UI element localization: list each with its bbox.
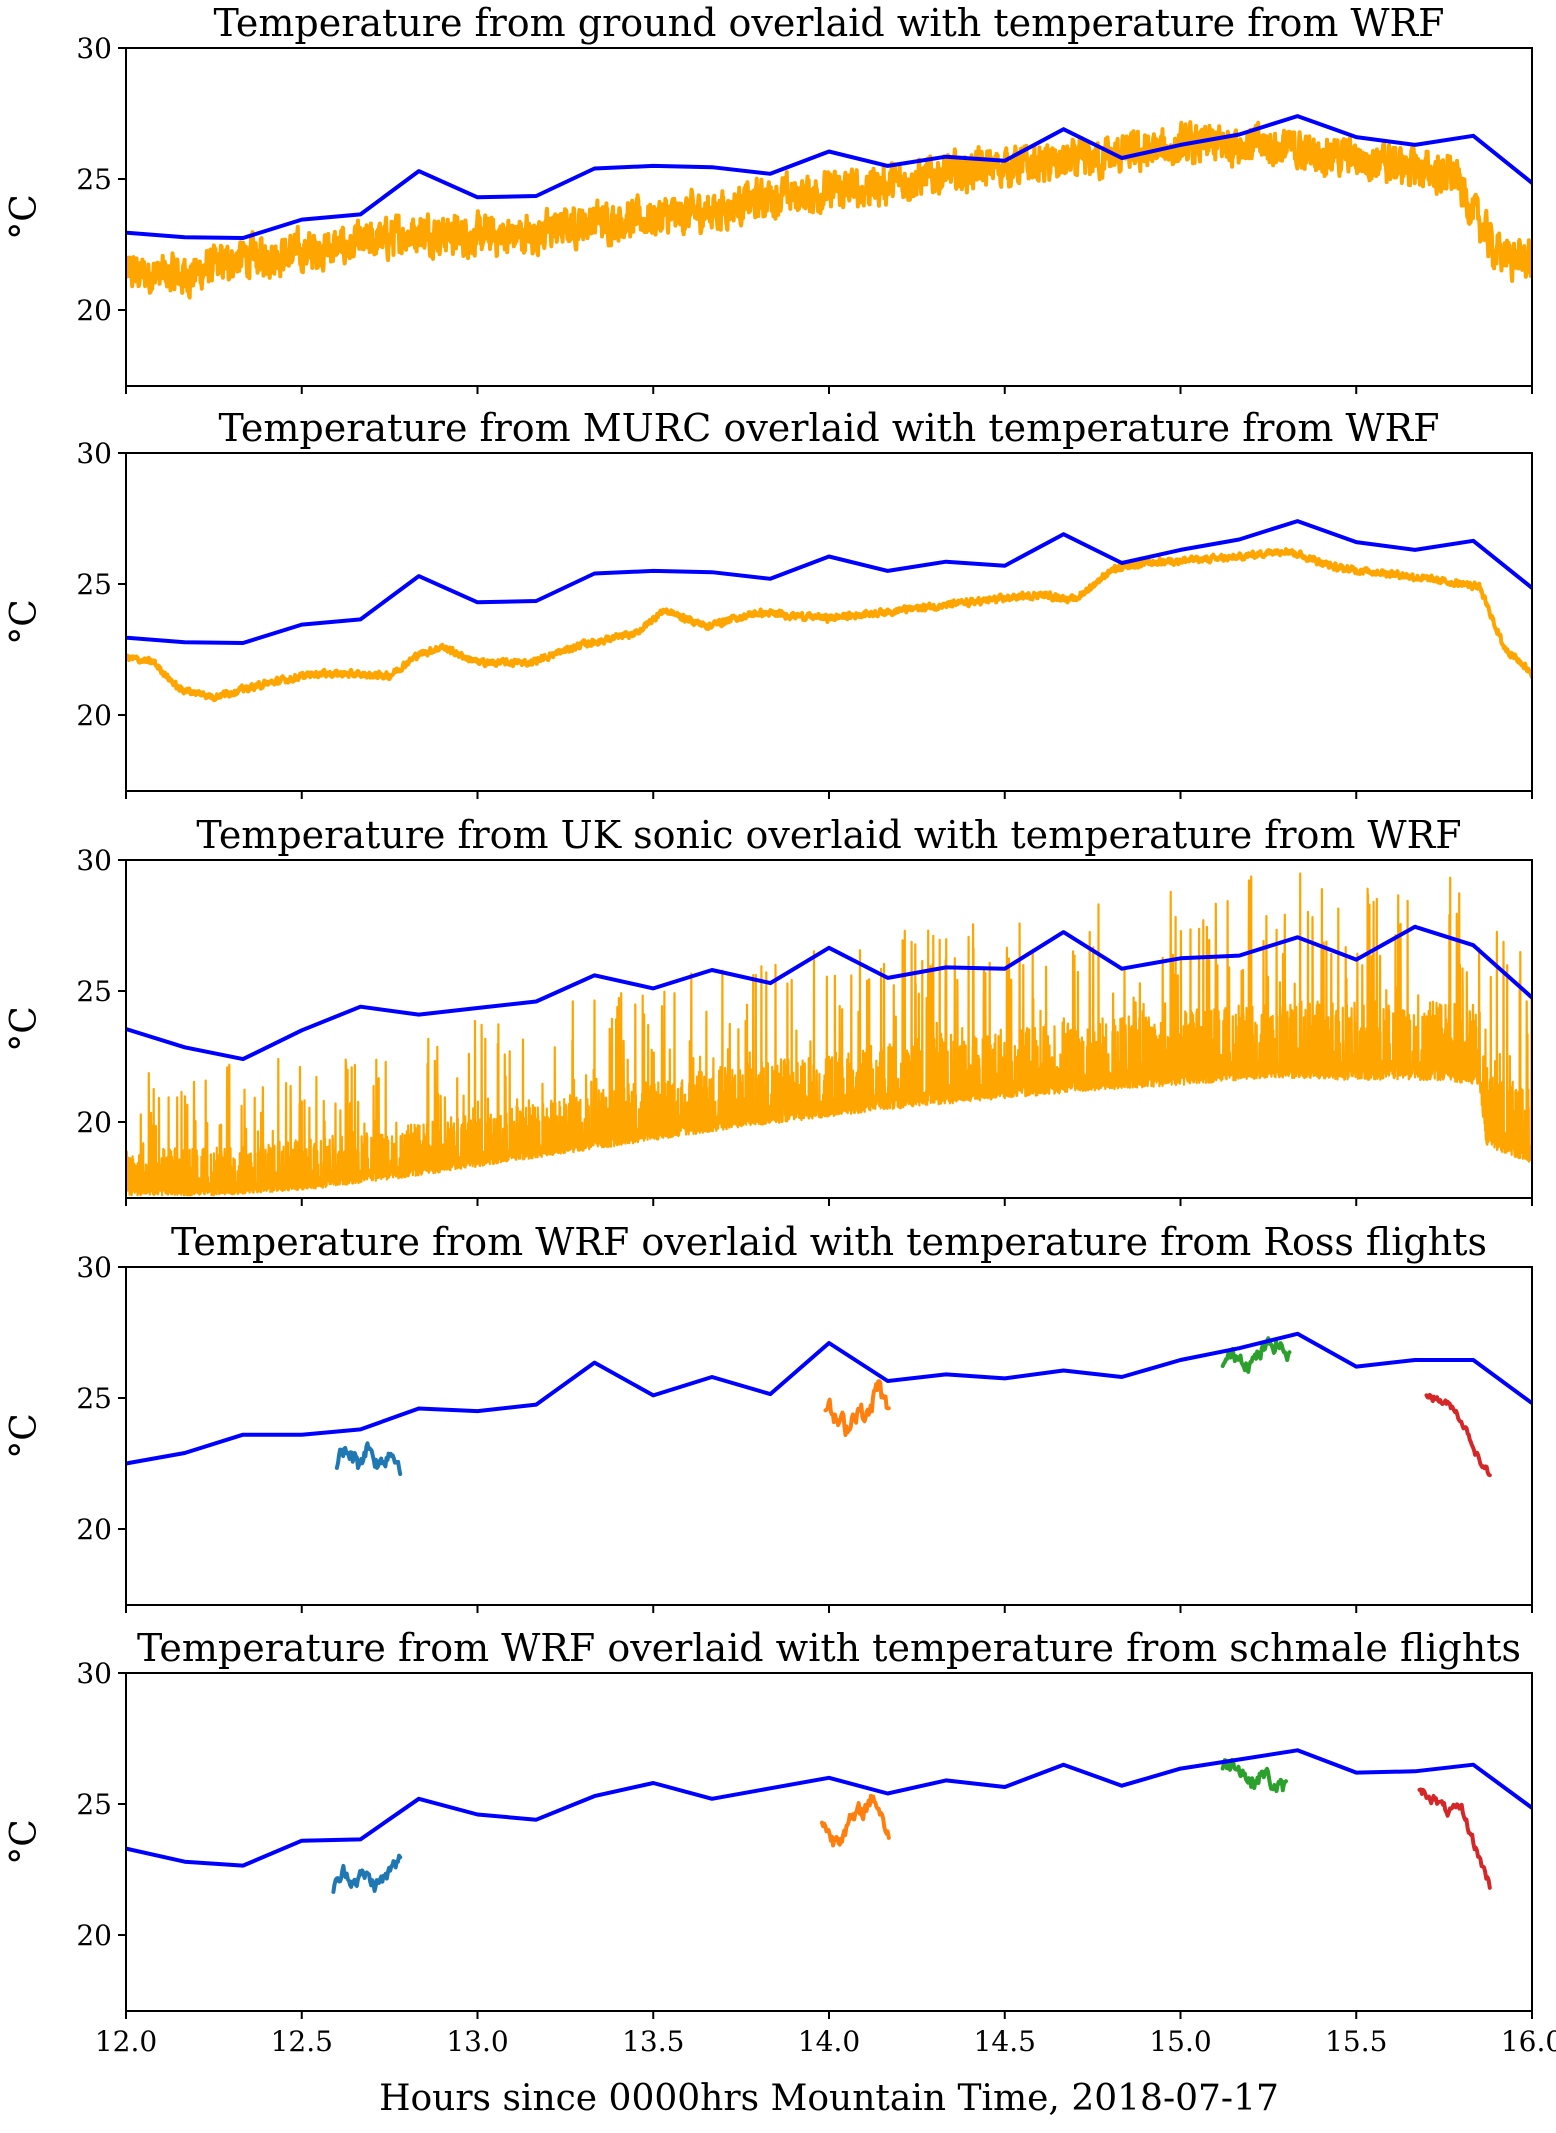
y-tick-label: 20 [76,1919,112,1952]
chart-panel-4: Temperature from WRF overlaid with tempe… [4,1220,1533,1613]
chart-panel-1: Temperature from ground overlaid with te… [4,1,1533,394]
y-tick-label: 20 [76,699,112,732]
plot-area [126,1331,1532,1478]
flight-series-line [820,1793,891,1848]
y-tick-label: 25 [76,1788,112,1821]
flight-series-line [1220,1757,1288,1794]
flight-series-line [823,1379,891,1437]
chart-panel-2: Temperature from MURC overlaid with temp… [4,406,1533,799]
x-tick-label: 12.0 [95,2025,157,2058]
y-tick-label: 25 [76,568,112,601]
panel-title: Temperature from WRF overlaid with tempe… [137,1626,1521,1670]
x-tick-label: 15.0 [1149,2025,1211,2058]
wrf-series-line [126,519,1532,645]
panel-title: Temperature from ground overlaid with te… [214,1,1445,45]
observed-series-line [126,120,1532,300]
observed-series-line [126,547,1532,703]
y-tick-label: 30 [76,32,112,65]
panel-title: Temperature from UK sonic overlaid with … [196,813,1461,857]
chart-panel-5: Temperature from WRF overlaid with tempe… [4,1626,1556,2058]
plot-area [126,114,1532,300]
x-tick-label: 13.0 [446,2025,508,2058]
panel-title: Temperature from WRF overlaid with tempe… [171,1220,1487,1264]
x-tick-label: 12.5 [271,2025,333,2058]
observed-series-line [126,872,1532,1197]
plot-area [126,519,1532,703]
axes-frame [125,859,1533,1199]
y-tick-label: 25 [76,163,112,196]
wrf-series-line [126,114,1532,240]
flight-series-line [1417,1787,1492,1890]
y-axis-label: °C [4,1006,45,1052]
y-tick-label: 20 [76,294,112,327]
x-tick-label: 13.5 [622,2025,684,2058]
axes-frame [125,1672,1533,2012]
panels: Temperature from ground overlaid with te… [4,1,1556,2058]
wrf-series-line [126,924,1532,1062]
y-axis-label: °C [4,1413,45,1459]
wrf-series-line [126,1331,1532,1466]
y-tick-label: 20 [76,1106,112,1139]
x-tick-label: 14.5 [974,2025,1036,2058]
wrf-series-line [126,1748,1532,1868]
axes-frame [125,452,1533,792]
y-tick-label: 20 [76,1513,112,1546]
x-tick-label: 15.5 [1325,2025,1387,2058]
flight-series-line [1424,1392,1492,1478]
flight-series-line [331,1853,403,1894]
axes-frame [125,47,1533,387]
x-tick-label: 14.0 [798,2025,860,2058]
y-tick-label: 30 [76,1657,112,1690]
flight-series-line [1220,1336,1292,1374]
chart-panel-3: Temperature from UK sonic overlaid with … [4,813,1533,1206]
y-tick-label: 25 [76,975,112,1008]
y-axis-label: °C [4,599,45,645]
y-axis-label: °C [4,194,45,240]
y-tick-label: 25 [76,1382,112,1415]
y-tick-label: 30 [76,1251,112,1284]
x-axis-label: Hours since 0000hrs Mountain Time, 2018-… [379,2078,1279,2119]
plot-area [126,1748,1532,1894]
x-tick-label: 16.0 [1501,2025,1556,2058]
plot-area [126,872,1532,1197]
panel-title: Temperature from MURC overlaid with temp… [219,406,1440,450]
y-axis-label: °C [4,1819,45,1865]
flight-series-line [334,1441,403,1476]
y-tick-label: 30 [76,844,112,877]
axes-frame [125,1266,1533,1606]
y-tick-label: 30 [76,437,112,470]
